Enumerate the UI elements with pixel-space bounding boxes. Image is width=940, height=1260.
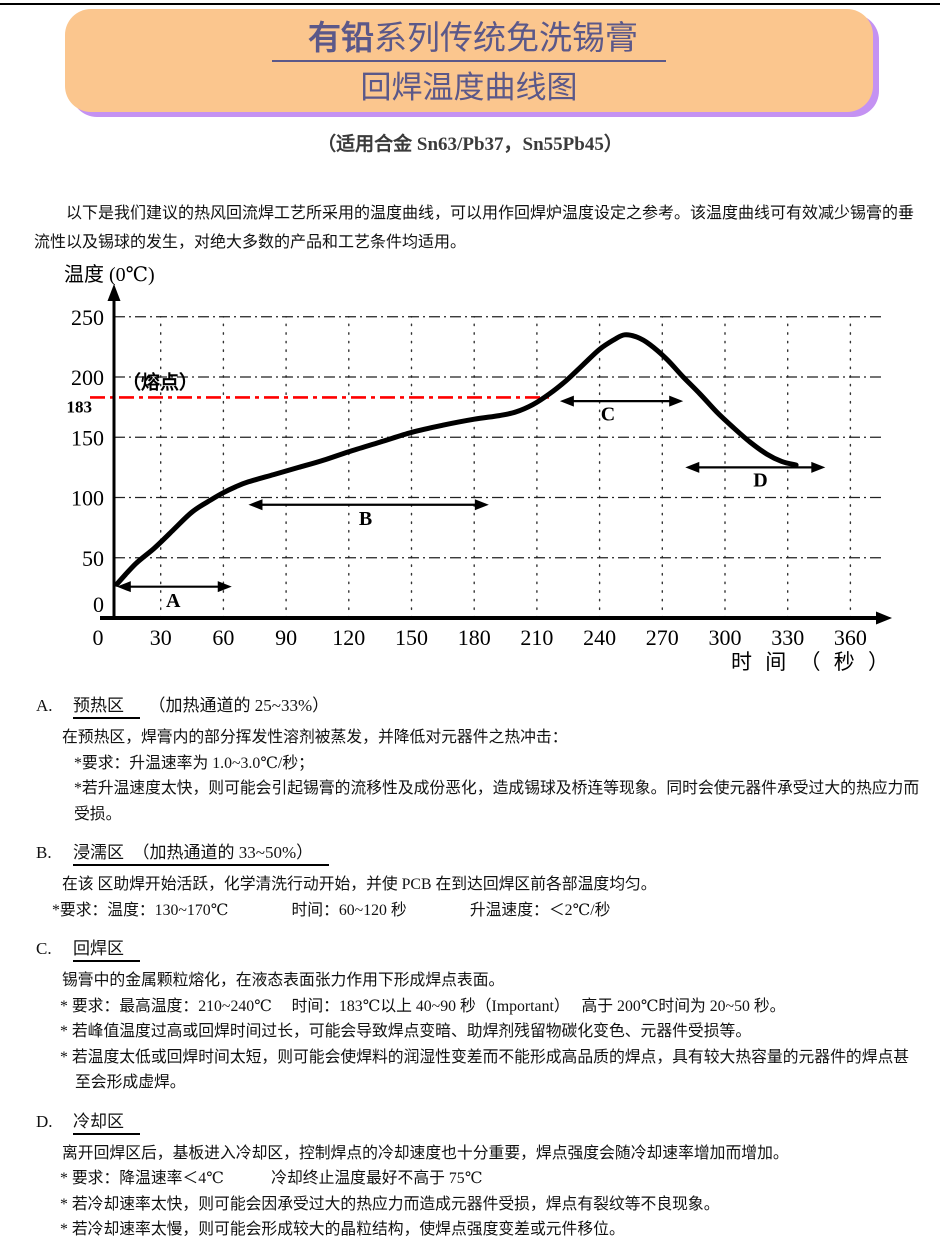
section-line: * 若峰值温度过高或回焊时间过长，可能会导致焊点变暗、助焊剂残留物碳化变色、元器… <box>60 1023 752 1040</box>
section-line: 在预热区，焊膏内的部分挥发性溶剂被蒸发，并降低对元器件之热冲击： <box>62 729 568 746</box>
melting-point-value: 183 <box>67 397 93 416</box>
x-axis-title: 时 间 （ 秒 ） <box>731 650 893 674</box>
x-tick-label: 90 <box>275 625 297 650</box>
melting-point-label: （熔点） <box>122 370 198 393</box>
section-line: 离开回焊区后，基板进入冷却区，控制焊点的冷却速度也十分重要，焊点强度会随冷却速率… <box>62 1144 789 1162</box>
x-tick-label: 150 <box>395 625 428 650</box>
section-heading: C. 回焊区 <box>36 934 920 962</box>
x-tick-label: 270 <box>646 625 679 650</box>
notes-label: 注： <box>8 1256 940 1260</box>
section-heading: A. 预热区 （加热通道的 25~33%） <box>36 691 920 719</box>
x-tick-label: 300 <box>709 625 742 650</box>
section-cooling: D. 冷却区 离开回焊区后，基板进入冷却区，控制焊点的冷却速度也十分重要，焊点强度… <box>36 1107 920 1243</box>
section-line: * 要求：最高温度：210~240℃ 时间：183℃以上 40~90 秒（Imp… <box>60 997 786 1015</box>
zone-arrowhead <box>116 581 131 593</box>
x-tick-label: 330 <box>771 625 804 650</box>
y-tick-label: 250 <box>71 305 104 330</box>
zone-arrowhead <box>559 395 574 407</box>
section-line: * 若温度太低或回焊时间太短，则可能会使焊料的润湿性变差而不能形成高品质的焊点，… <box>60 1048 910 1092</box>
y-tick-label: 100 <box>71 486 104 511</box>
x-tick-label: 0 <box>93 625 104 650</box>
zone-arrowhead <box>248 499 263 511</box>
zone-arrowhead <box>685 461 700 473</box>
zone-label-A: A <box>166 590 181 612</box>
y-tick-label: 0 <box>93 592 104 617</box>
section-line: * 若冷却速率太慢，则可能会形成较大的晶粒结构，使焊点强度变差或元件移位。 <box>60 1221 625 1238</box>
notes-section: 注： ➢ 上述温度曲线是指焊点处的实际温度，而非回焊炉的设定加热温度（不同） ➢… <box>0 1256 940 1260</box>
x-tick-label: 60 <box>212 625 234 650</box>
x-tick-label: 30 <box>150 625 172 650</box>
page-subtitle-line: 回焊温度曲线图 <box>360 70 578 105</box>
section-title: 冷却区 <box>73 1111 140 1135</box>
section-letter: C. <box>36 939 52 958</box>
section-heading: D. 冷却区 <box>36 1107 920 1135</box>
x-tick-label: 120 <box>332 625 365 650</box>
page-title-rest: 系列传统免洗锡膏 <box>374 21 638 57</box>
section-letter: A. <box>36 696 53 715</box>
reflow-temperature-chart: （熔点） 183 0 30 60 90 120 150 180 210 240 270 300 330 36… <box>64 263 893 674</box>
y-tick-label: 150 <box>71 425 104 450</box>
x-tick-label: 210 <box>520 625 553 650</box>
section-reflow: C. 回焊区 锡膏中的金属颗粒熔化，在液态表面张力作用下形成焊点表面。 * 要求：… <box>36 934 920 1096</box>
header-box: 有铅系列传统免洗锡膏 回焊温度曲线图 <box>65 9 873 112</box>
page-title: 有铅系列传统免洗锡膏 <box>65 19 873 62</box>
y-axis-title: 温度 (0℃) <box>64 263 155 286</box>
page-top-rule <box>0 3 940 5</box>
page-title-emphasis: 有铅 <box>308 21 374 57</box>
y-tick-label: 50 <box>82 546 104 571</box>
alloy-subtitle: （适用合金 Sn63/Pb37，Sn55Pb45） <box>317 134 623 155</box>
intro-paragraph: 以下是我们建议的热风回流焊工艺所采用的温度曲线，可以用作回焊炉温度设定之参考。该… <box>34 205 915 251</box>
section-line: *要求：升温速率为 1.0~3.0℃/秒； <box>74 754 314 772</box>
page-title-underline: 有铅系列传统免洗锡膏 <box>272 19 666 62</box>
section-title-suffix: （加热通道的 25~33%） <box>157 696 330 715</box>
y-tick-label: 200 <box>71 365 104 390</box>
zone-label-C: C <box>601 403 615 425</box>
section-soak: B. 浸濡区 （加热通道的 33~50%） 在该 区助焊开始活跃，化学清洗行动开始… <box>36 838 920 923</box>
section-line: * 若冷却速率太快，则可能会因承受过大的热应力而造成元器件受损，焊点有裂纹等不良… <box>60 1195 720 1213</box>
section-title: 回焊区 <box>73 939 140 962</box>
zone-sections: A. 预热区 （加热通道的 25~33%） 在预热区，焊膏内的部分挥发性溶剂被蒸发… <box>36 691 920 1243</box>
zone-arrowhead <box>474 499 489 511</box>
x-tick-label: 240 <box>583 625 616 650</box>
x-tick-label: 180 <box>458 625 491 650</box>
x-tick-label: 360 <box>834 625 867 650</box>
section-line: *要求：温度：130~170℃ 时间：60~120 秒 升温速度：＜2℃/秒 <box>52 901 611 919</box>
zone-arrowhead <box>811 461 826 473</box>
reflow-chart-container: （熔点） 183 0 30 60 90 120 150 180 210 240 270 300 330 36… <box>26 259 940 680</box>
zone-label-B: B <box>359 508 372 530</box>
temperature-curve <box>114 332 799 587</box>
section-heading: B. 浸濡区 （加热通道的 33~50%） <box>36 838 920 866</box>
section-preheat: A. 预热区 （加热通道的 25~33%） 在预热区，焊膏内的部分挥发性溶剂被蒸发… <box>36 691 920 827</box>
section-line: 在该 区助焊开始活跃，化学清洗行动开始，并使 PCB 在到达回焊区前各部温度均匀… <box>62 876 657 893</box>
zone-label-D: D <box>753 470 767 492</box>
section-line: 锡膏中的金属颗粒熔化，在液态表面张力作用下形成焊点表面。 <box>62 972 505 989</box>
section-title: 预热区 <box>73 696 140 719</box>
section-letter: D. <box>36 1111 53 1131</box>
section-line: * 要求：降温速率＜4℃ 冷却终止温度最好不高于 75℃ <box>60 1170 483 1187</box>
x-axis-arrow <box>876 611 892 625</box>
section-line: *若升温速度太快，则可能会引起锡膏的流移性及成份恶化，造成锡球及桥连等现象。同时… <box>74 780 920 823</box>
section-letter: B. <box>36 843 52 862</box>
zone-arrowhead <box>669 395 684 407</box>
zone-arrowhead <box>217 581 232 593</box>
section-title: 浸濡区 （加热通道的 33~50%） <box>73 843 330 866</box>
y-axis-arrow <box>107 284 121 301</box>
